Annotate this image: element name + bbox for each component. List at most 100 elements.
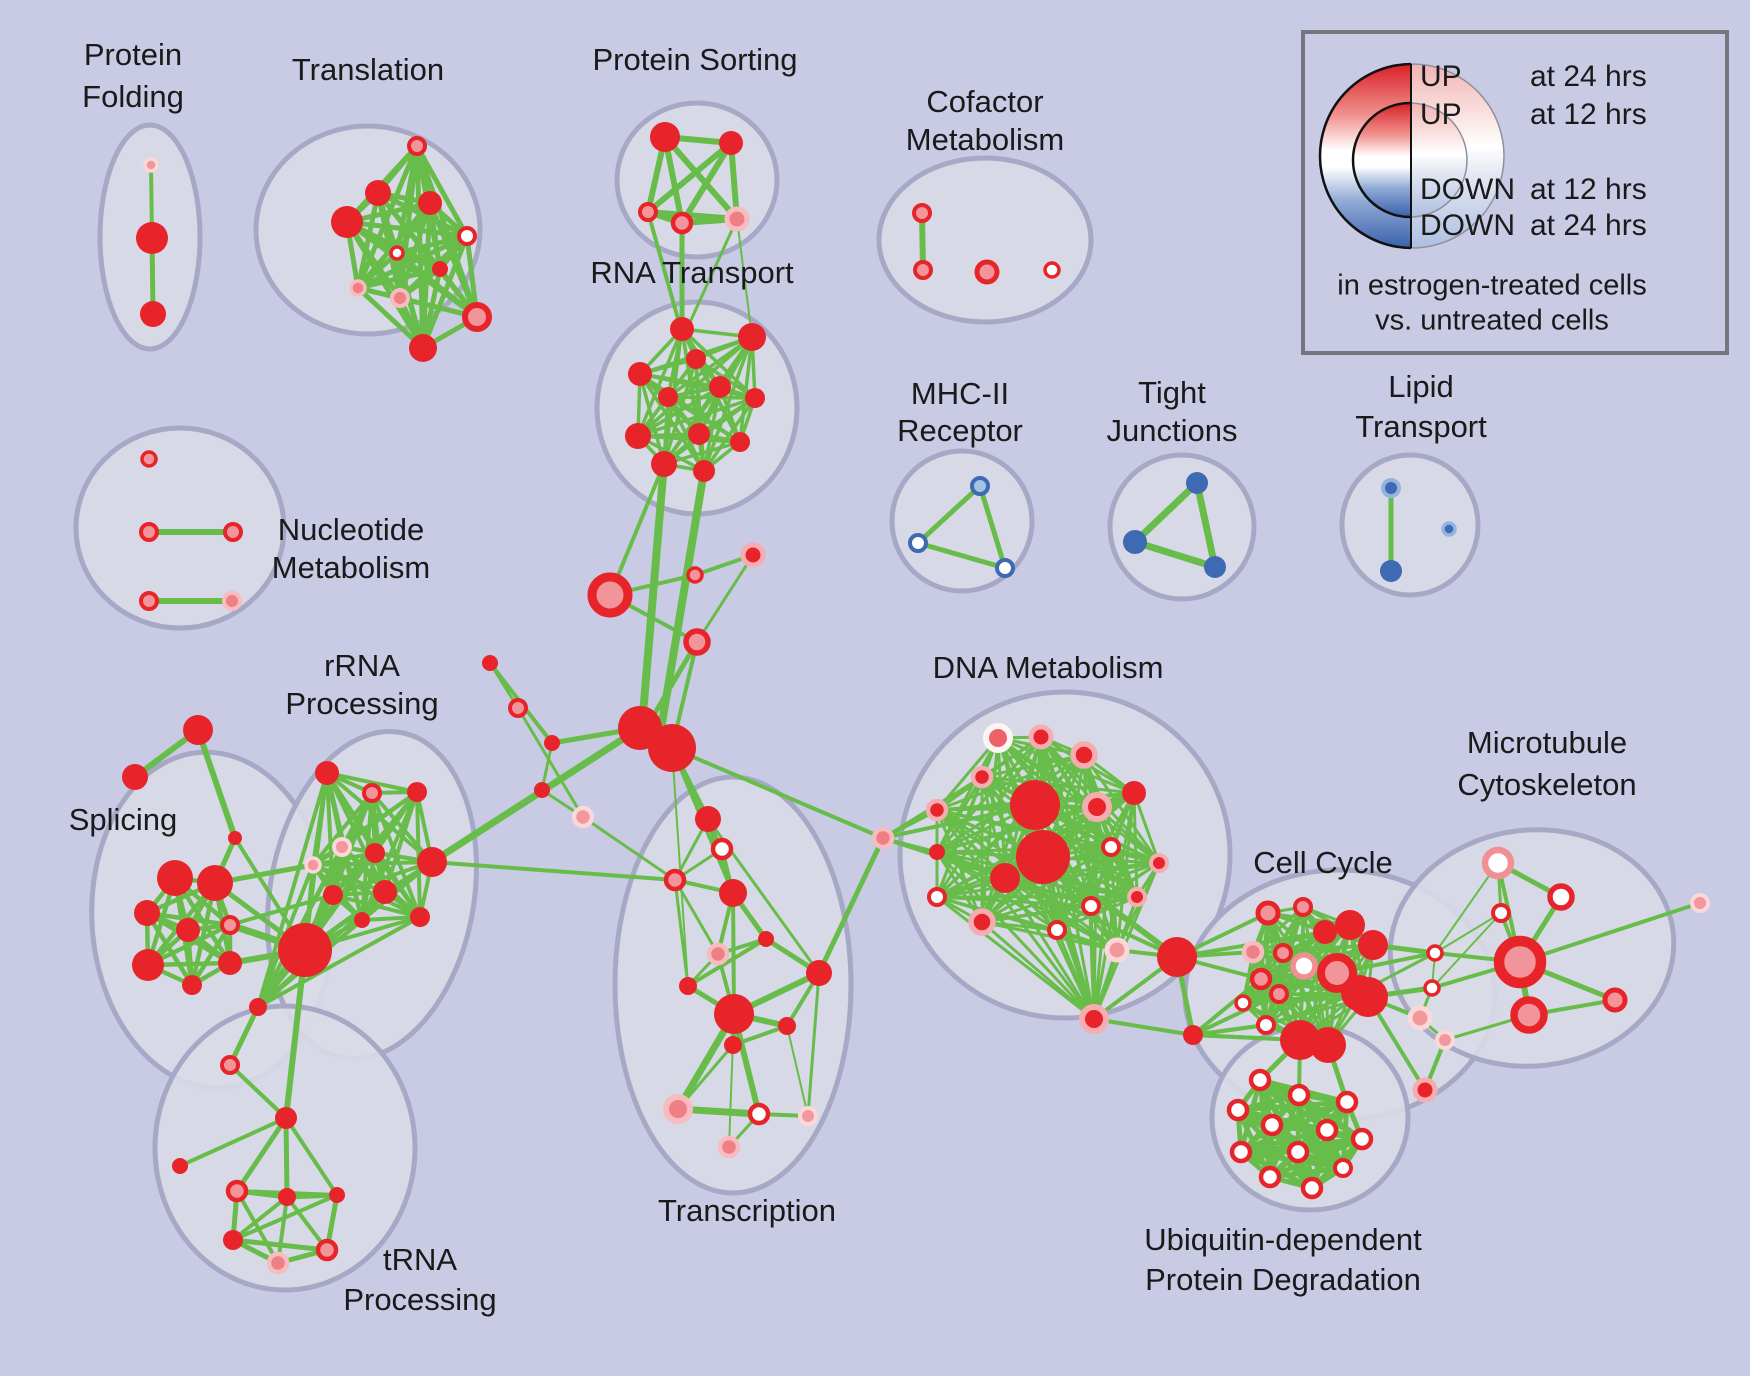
legend-row-level: DOWN: [1420, 209, 1515, 242]
label-trna-processing: Processing: [343, 1282, 496, 1317]
translation-node: [365, 180, 391, 206]
protein-sorting-edge: [645, 140, 734, 215]
dna-metabolism-node: [1081, 896, 1101, 916]
legend-inner-circle: [1411, 102, 1468, 218]
transcription-node: [710, 837, 734, 861]
tight-junctions-node: [1123, 530, 1147, 554]
cofactor-metabolism-node: [1043, 261, 1061, 279]
free-node: [648, 724, 696, 772]
rna-transport-node: [625, 423, 651, 449]
dna-metabolism-node: [1010, 780, 1060, 830]
inter-cluster-edge: [671, 747, 689, 987]
cell-cycle-node: [1317, 953, 1357, 993]
cell-cycle-node: [1269, 984, 1289, 1004]
label-nucleotide-metabolism: Nucleotide: [278, 512, 424, 547]
rrna-processing-node: [249, 998, 267, 1016]
cell-cycle-node: [1183, 1025, 1203, 1045]
rna-transport-edge: [666, 395, 757, 400]
cluster-lipid-transport-ellipse: [1339, 452, 1481, 598]
label-lipid-transport: Transport: [1355, 409, 1487, 444]
translation-edge: [427, 200, 480, 320]
transcription-edge: [686, 937, 768, 988]
tight-junctions-node: [1204, 556, 1226, 578]
microtubule-cytoskeleton-node: [1510, 996, 1548, 1034]
free-node: [544, 735, 560, 751]
dna-metabolism-node: [1028, 724, 1054, 750]
dna-metabolism-edge: [935, 850, 1096, 1021]
transcription-node: [714, 994, 754, 1034]
cell-cycle-edge: [1191, 977, 1263, 1037]
cell-cycle-node: [1249, 967, 1273, 991]
translation-edge: [355, 200, 433, 291]
translation-node: [349, 279, 367, 297]
ubiquitin-degradation-node: [1258, 1165, 1282, 1189]
trna-processing-node: [329, 1187, 345, 1203]
splicing-node: [182, 975, 202, 995]
inter-cluster-edge: [646, 210, 682, 328]
inter-cluster-edge: [227, 1004, 261, 1068]
dna-metabolism-edge: [1132, 791, 1139, 899]
ubiquitin-degradation-node: [1229, 1140, 1253, 1164]
legend-row-time: at 24 hrs: [1530, 60, 1647, 93]
label-lipid-transport: Lipid: [1388, 369, 1454, 404]
rna-transport-node: [745, 388, 765, 408]
inter-cluster-edge: [540, 741, 554, 792]
ubiquitin-degradation-node: [1315, 1118, 1339, 1142]
label-microtubule-cytoskeleton: Cytoskeleton: [1457, 767, 1636, 802]
translation-node: [409, 334, 437, 362]
legend-row-level: DOWN: [1420, 173, 1515, 206]
dna-metabolism-edge: [980, 775, 1136, 795]
ubiquitin-degradation-node: [1226, 1098, 1250, 1122]
cell-cycle-edge: [1191, 992, 1281, 1037]
dna-metabolism-node: [1016, 830, 1070, 884]
transcription-node: [806, 960, 832, 986]
inter-cluster-edge: [881, 836, 1007, 880]
dna-metabolism-node: [970, 765, 994, 789]
cluster-tight-junctions-ellipse: [1107, 452, 1257, 602]
dna-metabolism-node: [929, 844, 945, 860]
rna-transport-node: [686, 349, 706, 369]
cell-cycle-node: [1255, 900, 1281, 926]
transcription-node: [798, 1106, 818, 1126]
translation-edge: [355, 233, 470, 291]
microtubule-cytoskeleton-node: [1426, 944, 1444, 962]
transcription-node: [663, 1094, 693, 1124]
label-tight-junctions: Junctions: [1107, 413, 1238, 448]
microtubule-cytoskeleton-node: [1547, 883, 1575, 911]
inter-cluster-edge: [881, 803, 1037, 840]
ubiquitin-degradation-edge: [1235, 1099, 1350, 1113]
protein-folding-node: [140, 301, 166, 327]
cell-cycle-node: [1256, 1015, 1276, 1035]
splicing-node: [134, 900, 160, 926]
transcription-edge: [806, 971, 821, 1118]
cluster-cofactor-metabolism-ellipse: [876, 155, 1094, 325]
translation-edge: [414, 143, 470, 239]
cell-cycle-node: [1348, 977, 1388, 1017]
microtubule-cytoskeleton-edge: [1434, 862, 1499, 954]
label-protein-folding: Folding: [82, 79, 184, 114]
label-tight-junctions: Tight: [1138, 375, 1206, 410]
dna-metabolism-edge: [935, 895, 1096, 1021]
dna-metabolism-node: [1101, 837, 1121, 857]
trna-processing-node: [225, 1179, 249, 1203]
ubiquitin-degradation-edge: [1267, 1165, 1346, 1180]
cell-cycle-node: [1273, 943, 1293, 963]
dna-metabolism-node: [968, 908, 996, 936]
dna-metabolism-edge: [980, 920, 1096, 1021]
inter-cluster-edge: [670, 746, 885, 840]
label-mhc-ii-receptor: Receptor: [897, 413, 1023, 448]
ubiquitin-degradation-node: [1248, 1068, 1272, 1092]
label-cofactor-metabolism: Metabolism: [906, 122, 1065, 157]
free-node: [571, 805, 595, 829]
protein-sorting-edge: [728, 140, 740, 222]
rna-transport-edge: [702, 396, 757, 473]
dna-metabolism-edge: [1003, 876, 1119, 952]
inter-cluster-edge: [1040, 854, 1180, 960]
free-node: [1690, 893, 1710, 913]
tight-junctions-edge: [1193, 479, 1219, 571]
microtubule-cytoskeleton-node: [1481, 846, 1515, 880]
translation-edge: [355, 266, 443, 291]
cofactor-metabolism-node: [912, 203, 932, 223]
microtubule-cytoskeleton-edge: [1434, 912, 1502, 954]
legend-row-time: at 24 hrs: [1530, 209, 1647, 242]
